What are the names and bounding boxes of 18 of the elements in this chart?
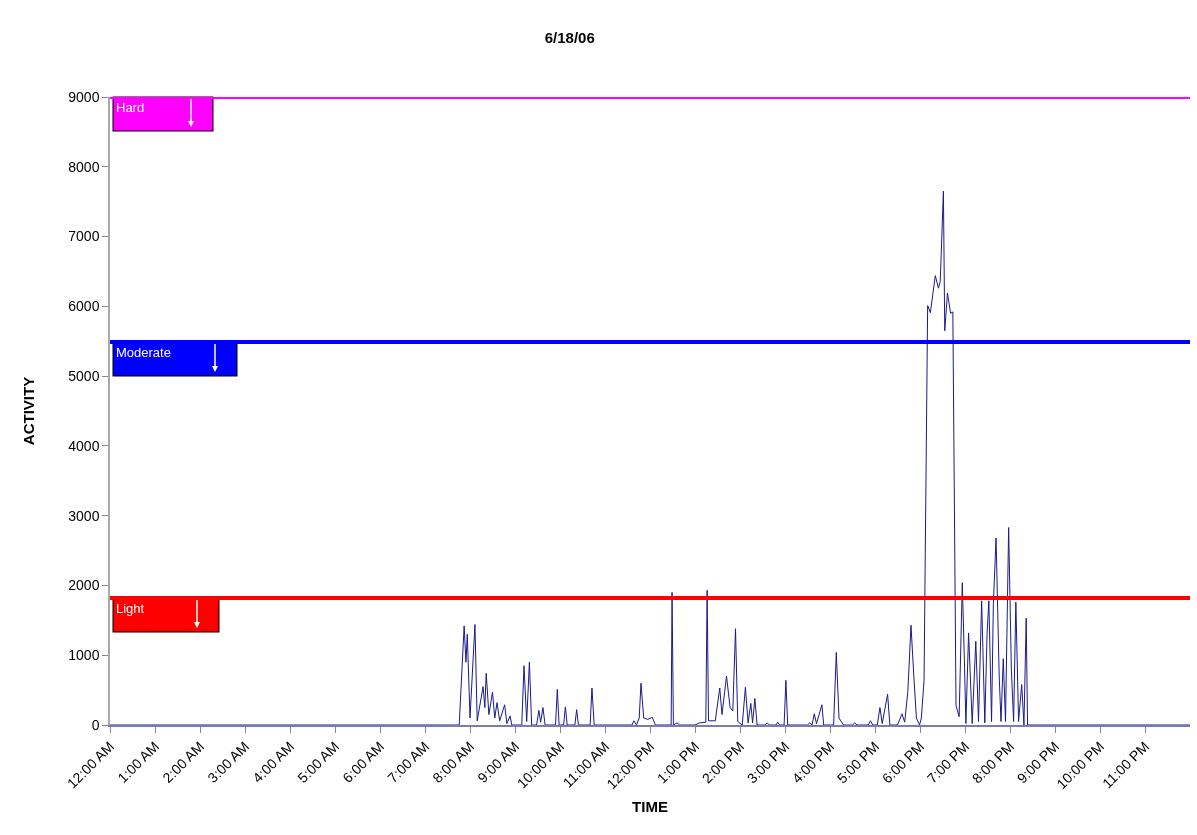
y-tick-label: 5000 [68, 368, 100, 385]
y-tick-label: 3000 [68, 507, 100, 524]
y-tick-label: 6000 [68, 298, 100, 315]
y-tick-label: 9000 [68, 88, 100, 105]
line-series [110, 190, 1190, 725]
y-tick-label: 7000 [68, 228, 100, 245]
y-tick-label: 8000 [68, 158, 100, 175]
y-tick-label: 1000 [68, 647, 100, 664]
y-tick-label: 4000 [68, 437, 100, 454]
y-tick-label: 0 [91, 716, 100, 733]
x-tick-label: 4:00 AM [249, 738, 298, 786]
y-axis-title: ACTIVITY [20, 376, 38, 446]
x-axis-title: TIME [632, 797, 668, 815]
ref-line-label: Hard [116, 100, 145, 115]
ref-line-label: Light [116, 601, 145, 616]
y-tick-label: 2000 [68, 577, 100, 594]
chart-title: 6/18/06 [544, 28, 595, 46]
ref-line-label: Moderate [116, 345, 171, 360]
